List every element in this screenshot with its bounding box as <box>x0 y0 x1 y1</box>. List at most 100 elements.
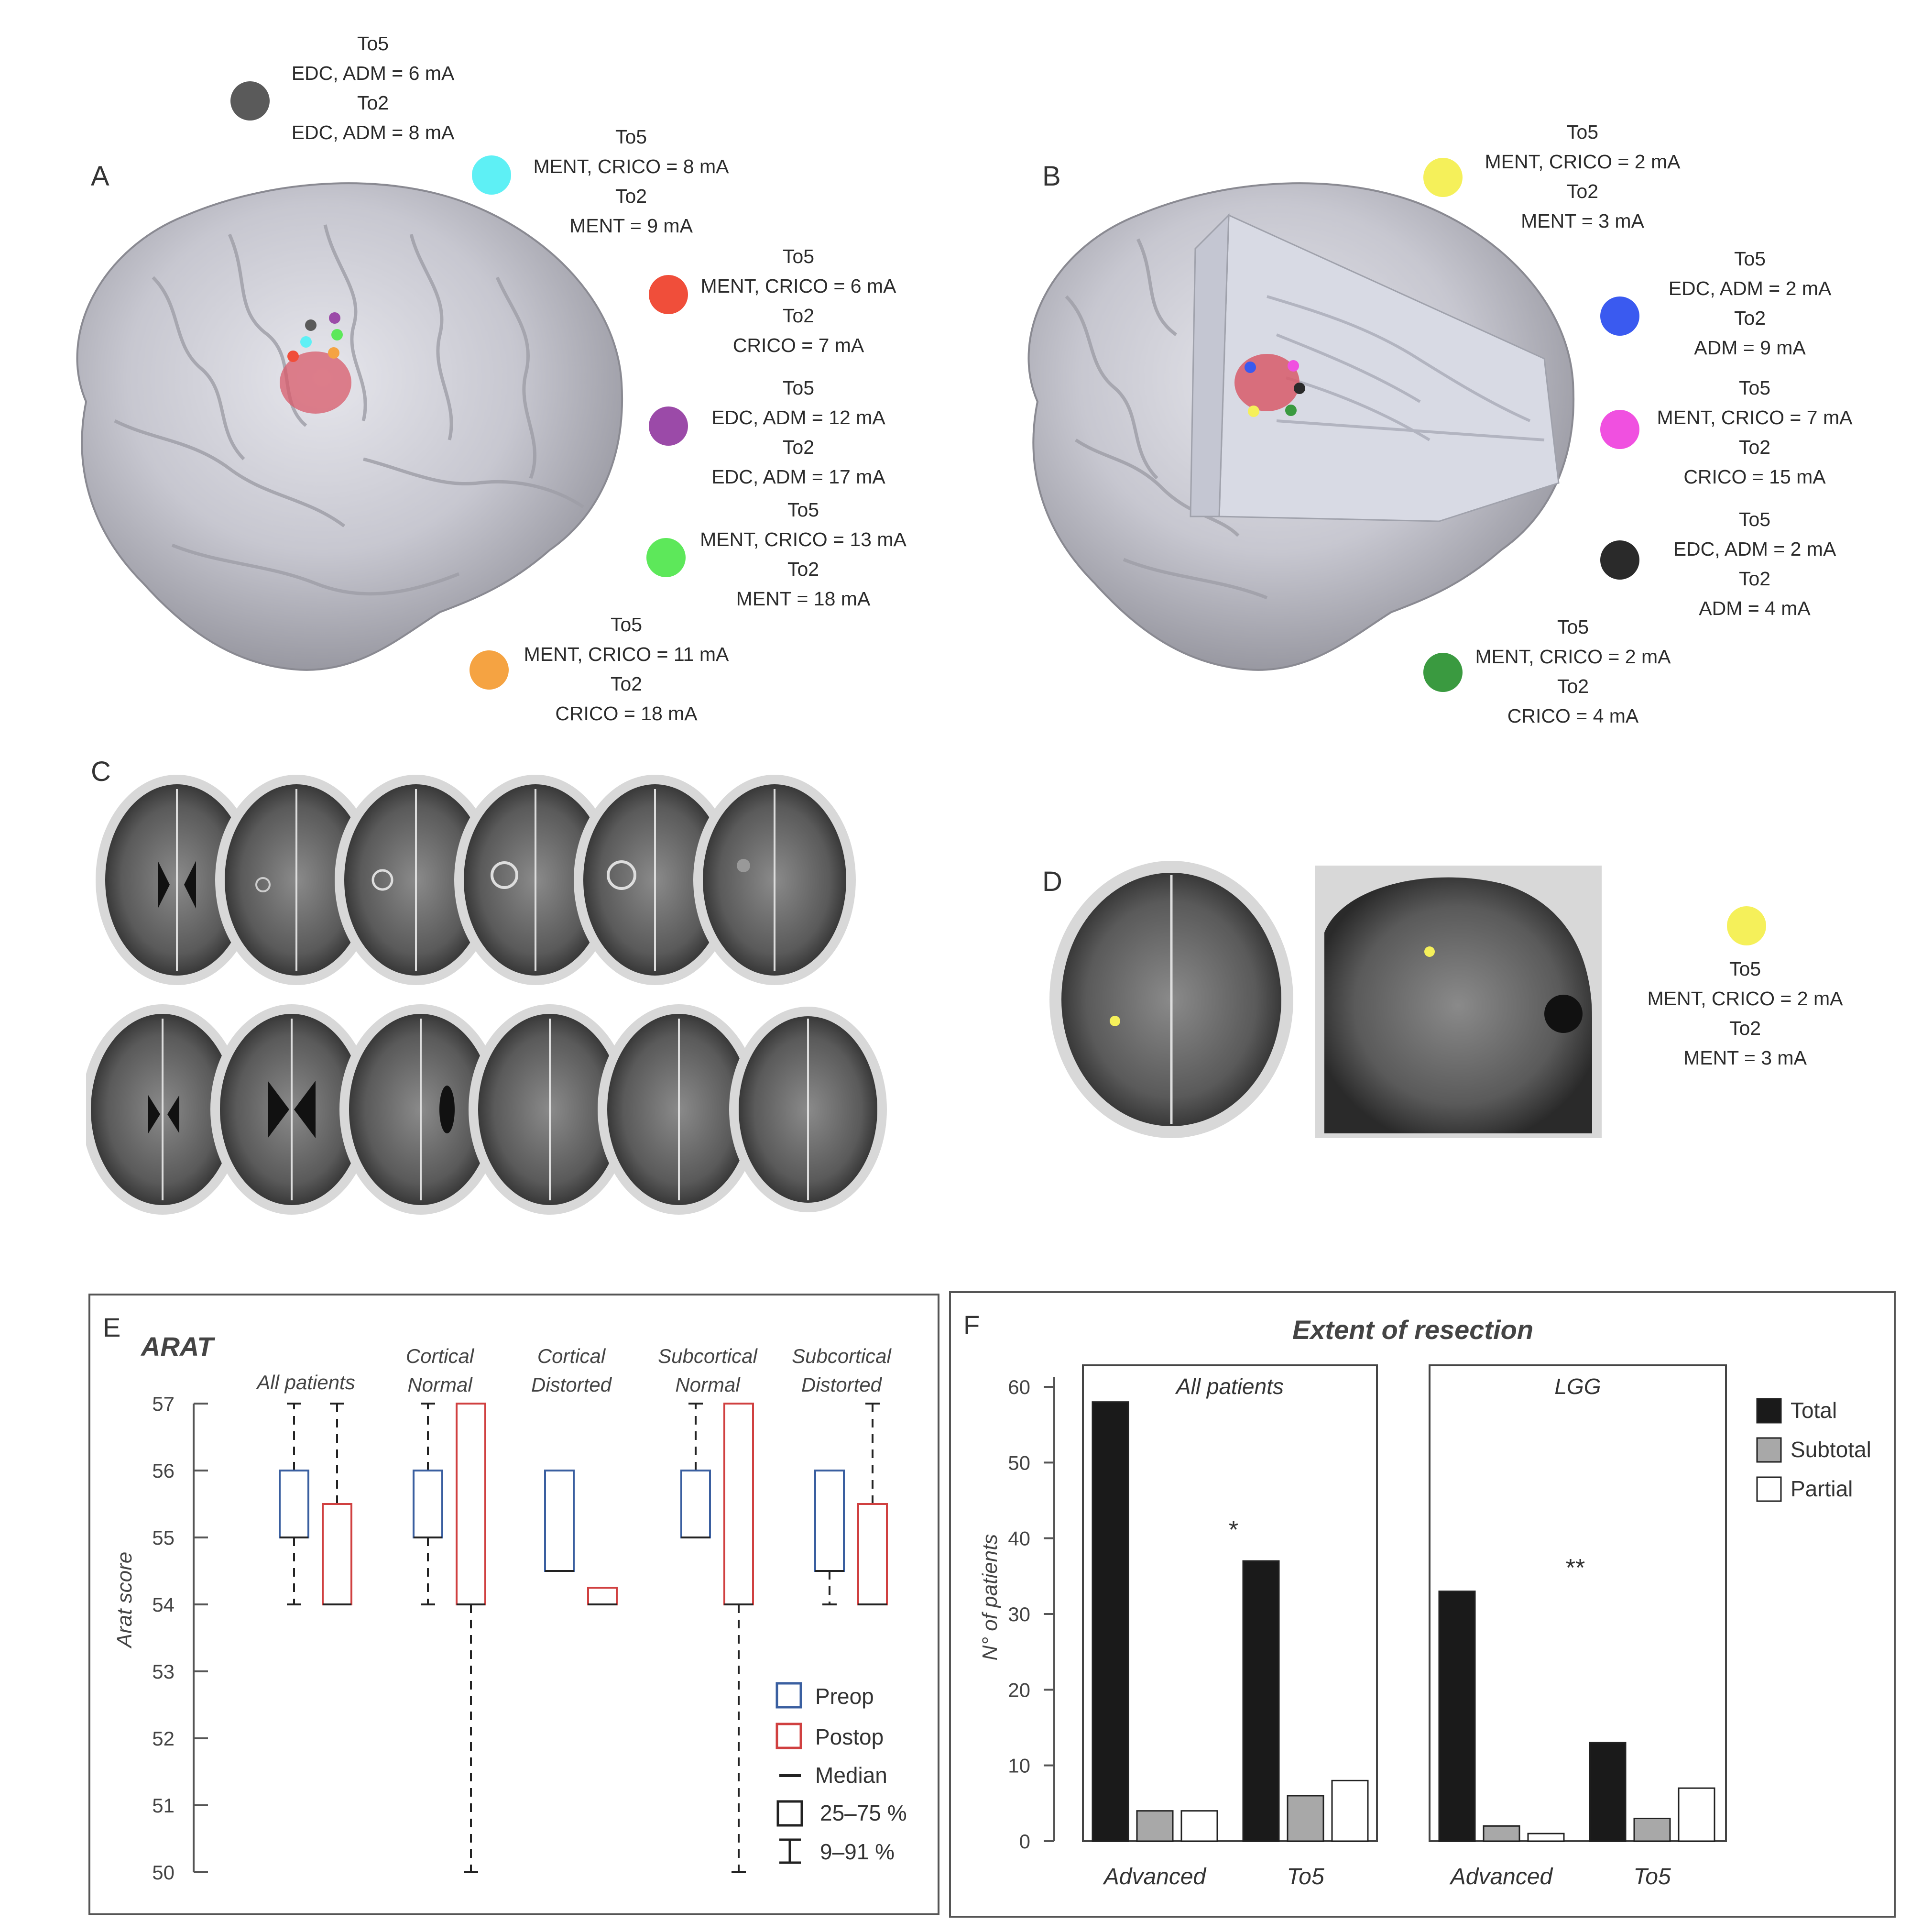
category-label: Advanced <box>1103 1864 1207 1889</box>
marker-b-blue <box>1600 296 1639 336</box>
subplot-title: LGG <box>1554 1374 1601 1399</box>
bar-subtotal <box>1633 1818 1671 1842</box>
group-label-line2: Distorted <box>531 1373 612 1396</box>
marker-a-gray <box>230 81 270 121</box>
y-tick-label: 60 <box>1008 1376 1030 1398</box>
y-tick-label: 56 <box>152 1460 175 1482</box>
box-postop <box>456 1403 486 1873</box>
mri-slice <box>598 1004 760 1215</box>
category-label: Advanced <box>1449 1864 1553 1889</box>
mri-slice <box>335 775 497 985</box>
legend-swatch-preop <box>775 1682 802 1709</box>
bar-subtotal <box>1287 1795 1324 1842</box>
chart-frame <box>949 1291 1896 1918</box>
legend-partial: Partial <box>1791 1476 1853 1501</box>
annotation-b-4: To5 EDC, ADM = 2 mA To2 ADM = 4 mA <box>1673 508 1836 619</box>
significance-marker: ** <box>1566 1554 1585 1582</box>
annotation-b-5: To5 MENT, CRICO = 2 mA To2 CRICO = 4 mA <box>1475 616 1671 727</box>
legend: Preop Postop Median 25–75 % 9–91 % <box>775 1682 907 1864</box>
bar-partial <box>1331 1779 1369 1842</box>
y-tick-label: 30 <box>1008 1603 1030 1625</box>
annotation-b-2: To5 EDC, ADM = 2 mA To2 ADM = 9 mA <box>1668 248 1832 359</box>
annotation-a-6: To5 MENT, CRICO = 11 mA To2 CRICO = 18 mA <box>524 614 729 724</box>
annotation-a-2: To5 MENT, CRICO = 8 mA To2 MENT = 9 mA <box>533 126 729 237</box>
y-tick-label: 51 <box>152 1794 175 1817</box>
y-tick-label: 20 <box>1008 1679 1030 1701</box>
mri-axial-sagittal-d <box>1049 861 1602 1138</box>
legend-swatch-range <box>779 1838 801 1864</box>
iqr-box <box>587 1587 618 1605</box>
legend-swatch-postop <box>775 1723 802 1749</box>
bar-partial <box>1527 1833 1565 1842</box>
mri-slice <box>454 775 617 985</box>
bar-partial <box>1180 1810 1218 1842</box>
group-label: All patients <box>255 1371 355 1394</box>
marker-d-yellow <box>1727 906 1766 945</box>
bar-total <box>1589 1742 1627 1842</box>
subplot-title: All patients <box>1175 1374 1284 1399</box>
group-label: Cortical <box>537 1345 606 1367</box>
y-tick-label: 53 <box>152 1660 175 1683</box>
legend-iqr: 25–75 % <box>820 1800 907 1825</box>
panel-label-e: E <box>103 1312 120 1342</box>
y-tick-label: 52 <box>152 1727 175 1750</box>
marker-a-cyan <box>472 155 511 195</box>
legend-total: Total <box>1791 1398 1837 1423</box>
mri-slice <box>215 775 378 985</box>
arat-boxplot: E ARAT Arat score 57 56 55 54 53 52 51 50 All p… <box>88 1294 939 1915</box>
iqr-box <box>723 1403 754 1605</box>
marker-b-dark-green <box>1423 653 1463 692</box>
annotation-a-1: To5 EDC, ADM = 6 mA To2 EDC, ADM = 8 mA <box>291 33 455 143</box>
iqr-box <box>322 1503 352 1605</box>
y-tick-label: 55 <box>152 1526 175 1549</box>
annotation-b-1: To5 MENT, CRICO = 2 mA To2 MENT = 3 mA <box>1485 121 1681 232</box>
marker-b-black <box>1600 540 1639 580</box>
bar-subtotal <box>1483 1825 1520 1842</box>
iqr-box <box>279 1470 309 1538</box>
box-postop <box>857 1403 888 1605</box>
iqr-box <box>456 1403 486 1605</box>
annotation-a-5: To5 MENT, CRICO = 13 mA To2 MENT = 18 mA <box>700 499 906 610</box>
bar-total <box>1242 1560 1280 1842</box>
significance-marker: * <box>1229 1516 1238 1544</box>
y-tick-label: 50 <box>152 1861 175 1884</box>
marker-a-green <box>646 538 686 577</box>
iqr-box <box>680 1470 711 1538</box>
y-tick-label: 10 <box>1008 1755 1030 1777</box>
y-tick-label: 54 <box>152 1593 175 1616</box>
mri-sagittal-d <box>1315 866 1602 1138</box>
group-label: Cortical <box>406 1345 475 1367</box>
group-label: Subcortical <box>658 1345 758 1367</box>
group-label-line2: Normal <box>407 1373 473 1396</box>
group-label-line2: Distorted <box>801 1373 883 1396</box>
y-tick-label: 40 <box>1008 1527 1030 1550</box>
panel-label-a: A <box>91 161 109 192</box>
box-preop <box>279 1403 309 1605</box>
mri-slice <box>339 1004 502 1215</box>
subplot-0: All patients Advanced To5 * <box>1082 1364 1378 1889</box>
panel-label-b: B <box>1042 161 1061 192</box>
panel-label-c: C <box>91 756 111 787</box>
legend-subtotal: Subtotal <box>1791 1437 1871 1462</box>
legend-swatch-subtotal <box>1756 1437 1782 1463</box>
iqr-box <box>544 1470 575 1572</box>
category-label: To5 <box>1287 1864 1324 1889</box>
y-tick-label: 0 <box>1019 1830 1030 1853</box>
box-preop <box>544 1470 575 1572</box>
y-axis-label: Arat score <box>113 1552 136 1649</box>
legend-range: 9–91 % <box>820 1839 895 1864</box>
subplot-frame <box>1429 1364 1727 1842</box>
mri-slice <box>210 1004 373 1215</box>
box-preop <box>413 1403 443 1605</box>
marker-a-red <box>649 275 688 314</box>
panel-label-f: F <box>963 1310 980 1340</box>
resection-barchart: F Extent of resection N° of patients 60 5… <box>949 1291 1896 1918</box>
mri-slice <box>96 775 258 985</box>
group-label-line2: Normal <box>675 1373 741 1396</box>
iqr-box <box>413 1470 443 1538</box>
mri-axial-d <box>1049 861 1293 1138</box>
brain-render-b <box>1027 182 1574 671</box>
y-tick-label: 50 <box>1008 1451 1030 1474</box>
legend-swatch-partial <box>1756 1476 1782 1502</box>
marker-b-magenta <box>1600 410 1639 449</box>
